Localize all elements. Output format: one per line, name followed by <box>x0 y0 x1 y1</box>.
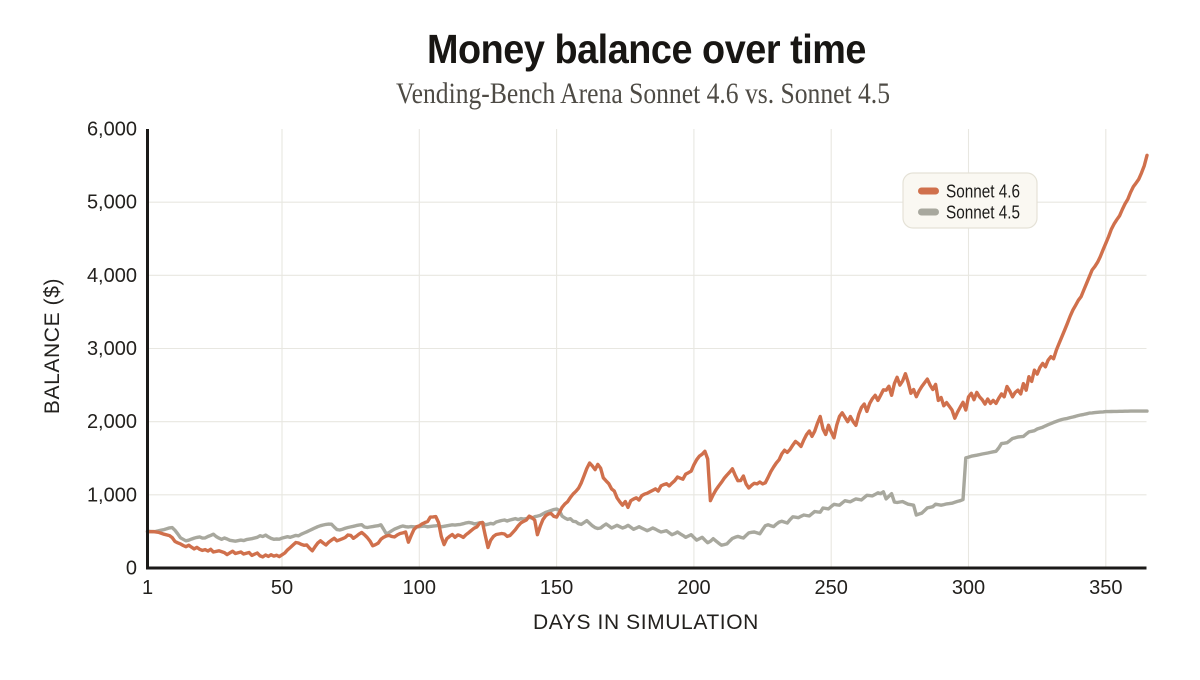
svg-text:150: 150 <box>540 577 573 599</box>
svg-text:300: 300 <box>952 577 985 599</box>
svg-text:Sonnet 4.6: Sonnet 4.6 <box>946 182 1020 202</box>
svg-text:50: 50 <box>271 577 293 599</box>
svg-text:Money balance over time: Money balance over time <box>427 26 866 72</box>
svg-text:1,000: 1,000 <box>87 484 137 506</box>
svg-text:4,000: 4,000 <box>87 265 137 287</box>
svg-text:Sonnet 4.5: Sonnet 4.5 <box>946 203 1020 223</box>
svg-text:6,000: 6,000 <box>87 119 137 141</box>
svg-text:250: 250 <box>815 577 848 599</box>
svg-text:DAYS IN SIMULATION: DAYS IN SIMULATION <box>533 611 759 634</box>
svg-text:BALANCE ($): BALANCE ($) <box>41 278 64 414</box>
svg-text:3,000: 3,000 <box>87 338 137 360</box>
svg-text:5,000: 5,000 <box>87 192 137 214</box>
svg-text:Vending-Bench Arena Sonnet 4.6: Vending-Bench Arena Sonnet 4.6 vs. Sonne… <box>396 77 890 110</box>
svg-text:1: 1 <box>142 577 153 599</box>
svg-text:2,000: 2,000 <box>87 411 137 433</box>
svg-text:0: 0 <box>126 558 137 580</box>
svg-text:350: 350 <box>1089 577 1122 599</box>
svg-text:200: 200 <box>677 577 710 599</box>
svg-text:100: 100 <box>403 577 436 599</box>
